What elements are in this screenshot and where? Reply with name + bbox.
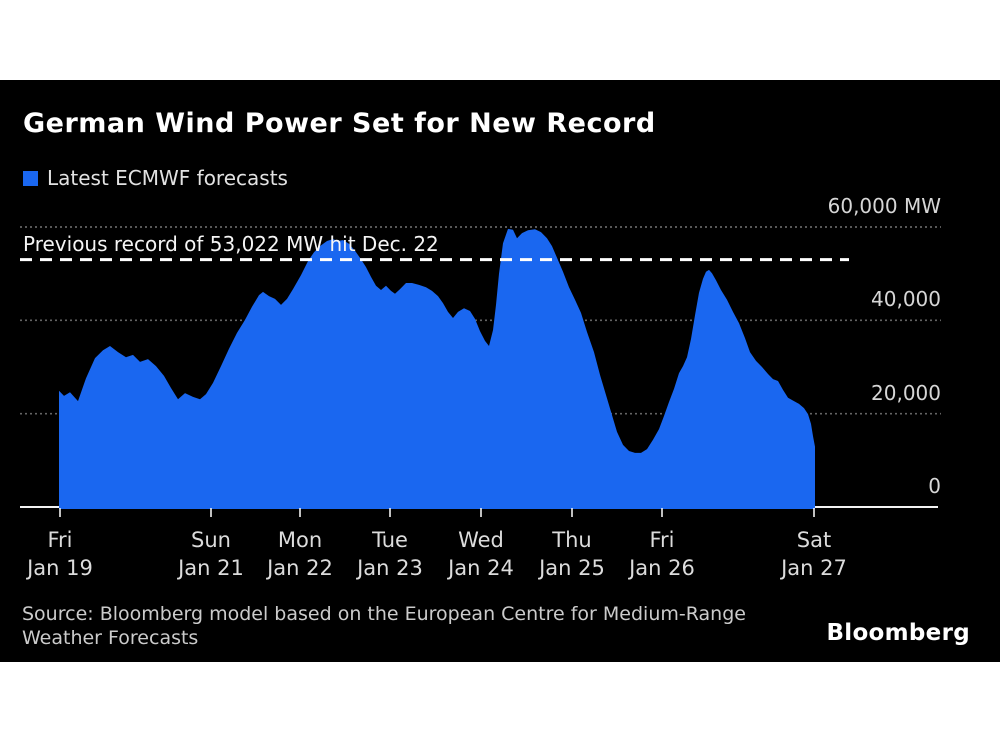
x-axis-label-date: Jan 22: [267, 556, 333, 580]
x-axis-label: Fri Jan 26: [629, 526, 695, 582]
chart-title: German Wind Power Set for New Record: [23, 108, 656, 139]
x-axis-label-day: Fri: [47, 528, 73, 552]
x-axis-label: Sat Jan 27: [781, 526, 847, 582]
source-line-2: Weather Forecasts: [22, 627, 199, 649]
x-axis-label-day: Fri: [649, 528, 675, 552]
x-axis-label-date: Jan 19: [27, 556, 93, 580]
x-axis-label-date: Jan 23: [357, 556, 423, 580]
y-axis-label: 0: [928, 474, 941, 498]
record-annotation: Previous record of 53,022 MW hit Dec. 22: [23, 232, 439, 256]
x-axis-label: Sun Jan 21: [178, 526, 244, 582]
forecast-area: [59, 228, 815, 509]
x-axis-label-date: Jan 25: [539, 556, 605, 580]
chart-panel: German Wind Power Set for New Record Lat…: [0, 80, 1000, 662]
legend: Latest ECMWF forecasts: [23, 166, 288, 190]
y-axis-label: 20,000: [871, 380, 941, 405]
x-axis-label: Wed Jan 24: [448, 526, 514, 582]
y-axis-label: 40,000: [871, 287, 941, 312]
x-axis-label: Mon Jan 22: [267, 526, 333, 582]
x-axis-label: Tue Jan 23: [357, 526, 423, 582]
legend-label: Latest ECMWF forecasts: [47, 166, 288, 190]
source-note: Source: Bloomberg model based on the Eur…: [22, 602, 746, 650]
x-axis-label-date: Jan 27: [781, 556, 847, 580]
source-line-1: Source: Bloomberg model based on the Eur…: [22, 603, 746, 625]
x-axis-label-date: Jan 24: [448, 556, 514, 580]
legend-swatch-icon: [23, 170, 38, 186]
x-axis-label-day: Tue: [372, 528, 408, 552]
x-axis-label-day: Sat: [796, 528, 832, 552]
bloomberg-logo: Bloomberg: [826, 620, 970, 646]
x-axis-label-date: Jan 26: [629, 556, 695, 580]
x-axis-label-day: Wed: [458, 528, 504, 552]
area-chart-plot: [20, 226, 941, 517]
x-axis-label-day: Mon: [277, 528, 323, 552]
x-axis-label-day: Sun: [191, 528, 231, 552]
y-axis-label: 60,000 MW: [827, 194, 941, 218]
x-axis-label-date: Jan 21: [178, 556, 244, 580]
x-axis-label: Thu Jan 25: [539, 526, 605, 582]
x-axis-label: Fri Jan 19: [27, 526, 93, 582]
x-axis-label-day: Thu: [552, 528, 592, 552]
